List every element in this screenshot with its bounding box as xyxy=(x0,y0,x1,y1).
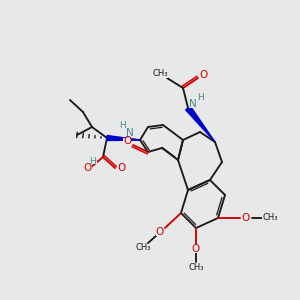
Text: N: N xyxy=(126,128,134,138)
Bar xyxy=(200,71,208,79)
Text: O: O xyxy=(123,136,131,146)
Polygon shape xyxy=(107,136,140,140)
Text: O: O xyxy=(242,213,250,223)
Text: O: O xyxy=(192,244,200,254)
Bar xyxy=(152,70,168,77)
Text: N: N xyxy=(189,99,197,109)
Text: O: O xyxy=(156,227,164,237)
Text: CH₃: CH₃ xyxy=(262,214,278,223)
Text: O: O xyxy=(200,70,208,80)
Bar xyxy=(123,137,131,145)
Bar xyxy=(126,130,134,136)
Bar xyxy=(89,158,97,164)
Bar xyxy=(242,214,250,221)
Bar xyxy=(117,164,125,172)
Text: CH₃: CH₃ xyxy=(135,242,151,251)
Text: CH₃: CH₃ xyxy=(152,70,168,79)
Text: H: H xyxy=(196,94,203,103)
Bar xyxy=(196,95,203,101)
Bar xyxy=(188,263,204,271)
Bar xyxy=(135,244,151,250)
Bar xyxy=(84,164,92,172)
Bar xyxy=(192,245,200,253)
Text: H: H xyxy=(118,121,125,130)
Text: O: O xyxy=(84,163,92,173)
Text: H: H xyxy=(90,157,96,166)
Bar xyxy=(156,229,164,236)
Bar xyxy=(118,122,125,128)
Text: O: O xyxy=(117,163,125,173)
Bar xyxy=(189,100,197,107)
Polygon shape xyxy=(186,106,215,142)
Text: CH₃: CH₃ xyxy=(188,262,204,272)
Bar xyxy=(262,214,278,221)
